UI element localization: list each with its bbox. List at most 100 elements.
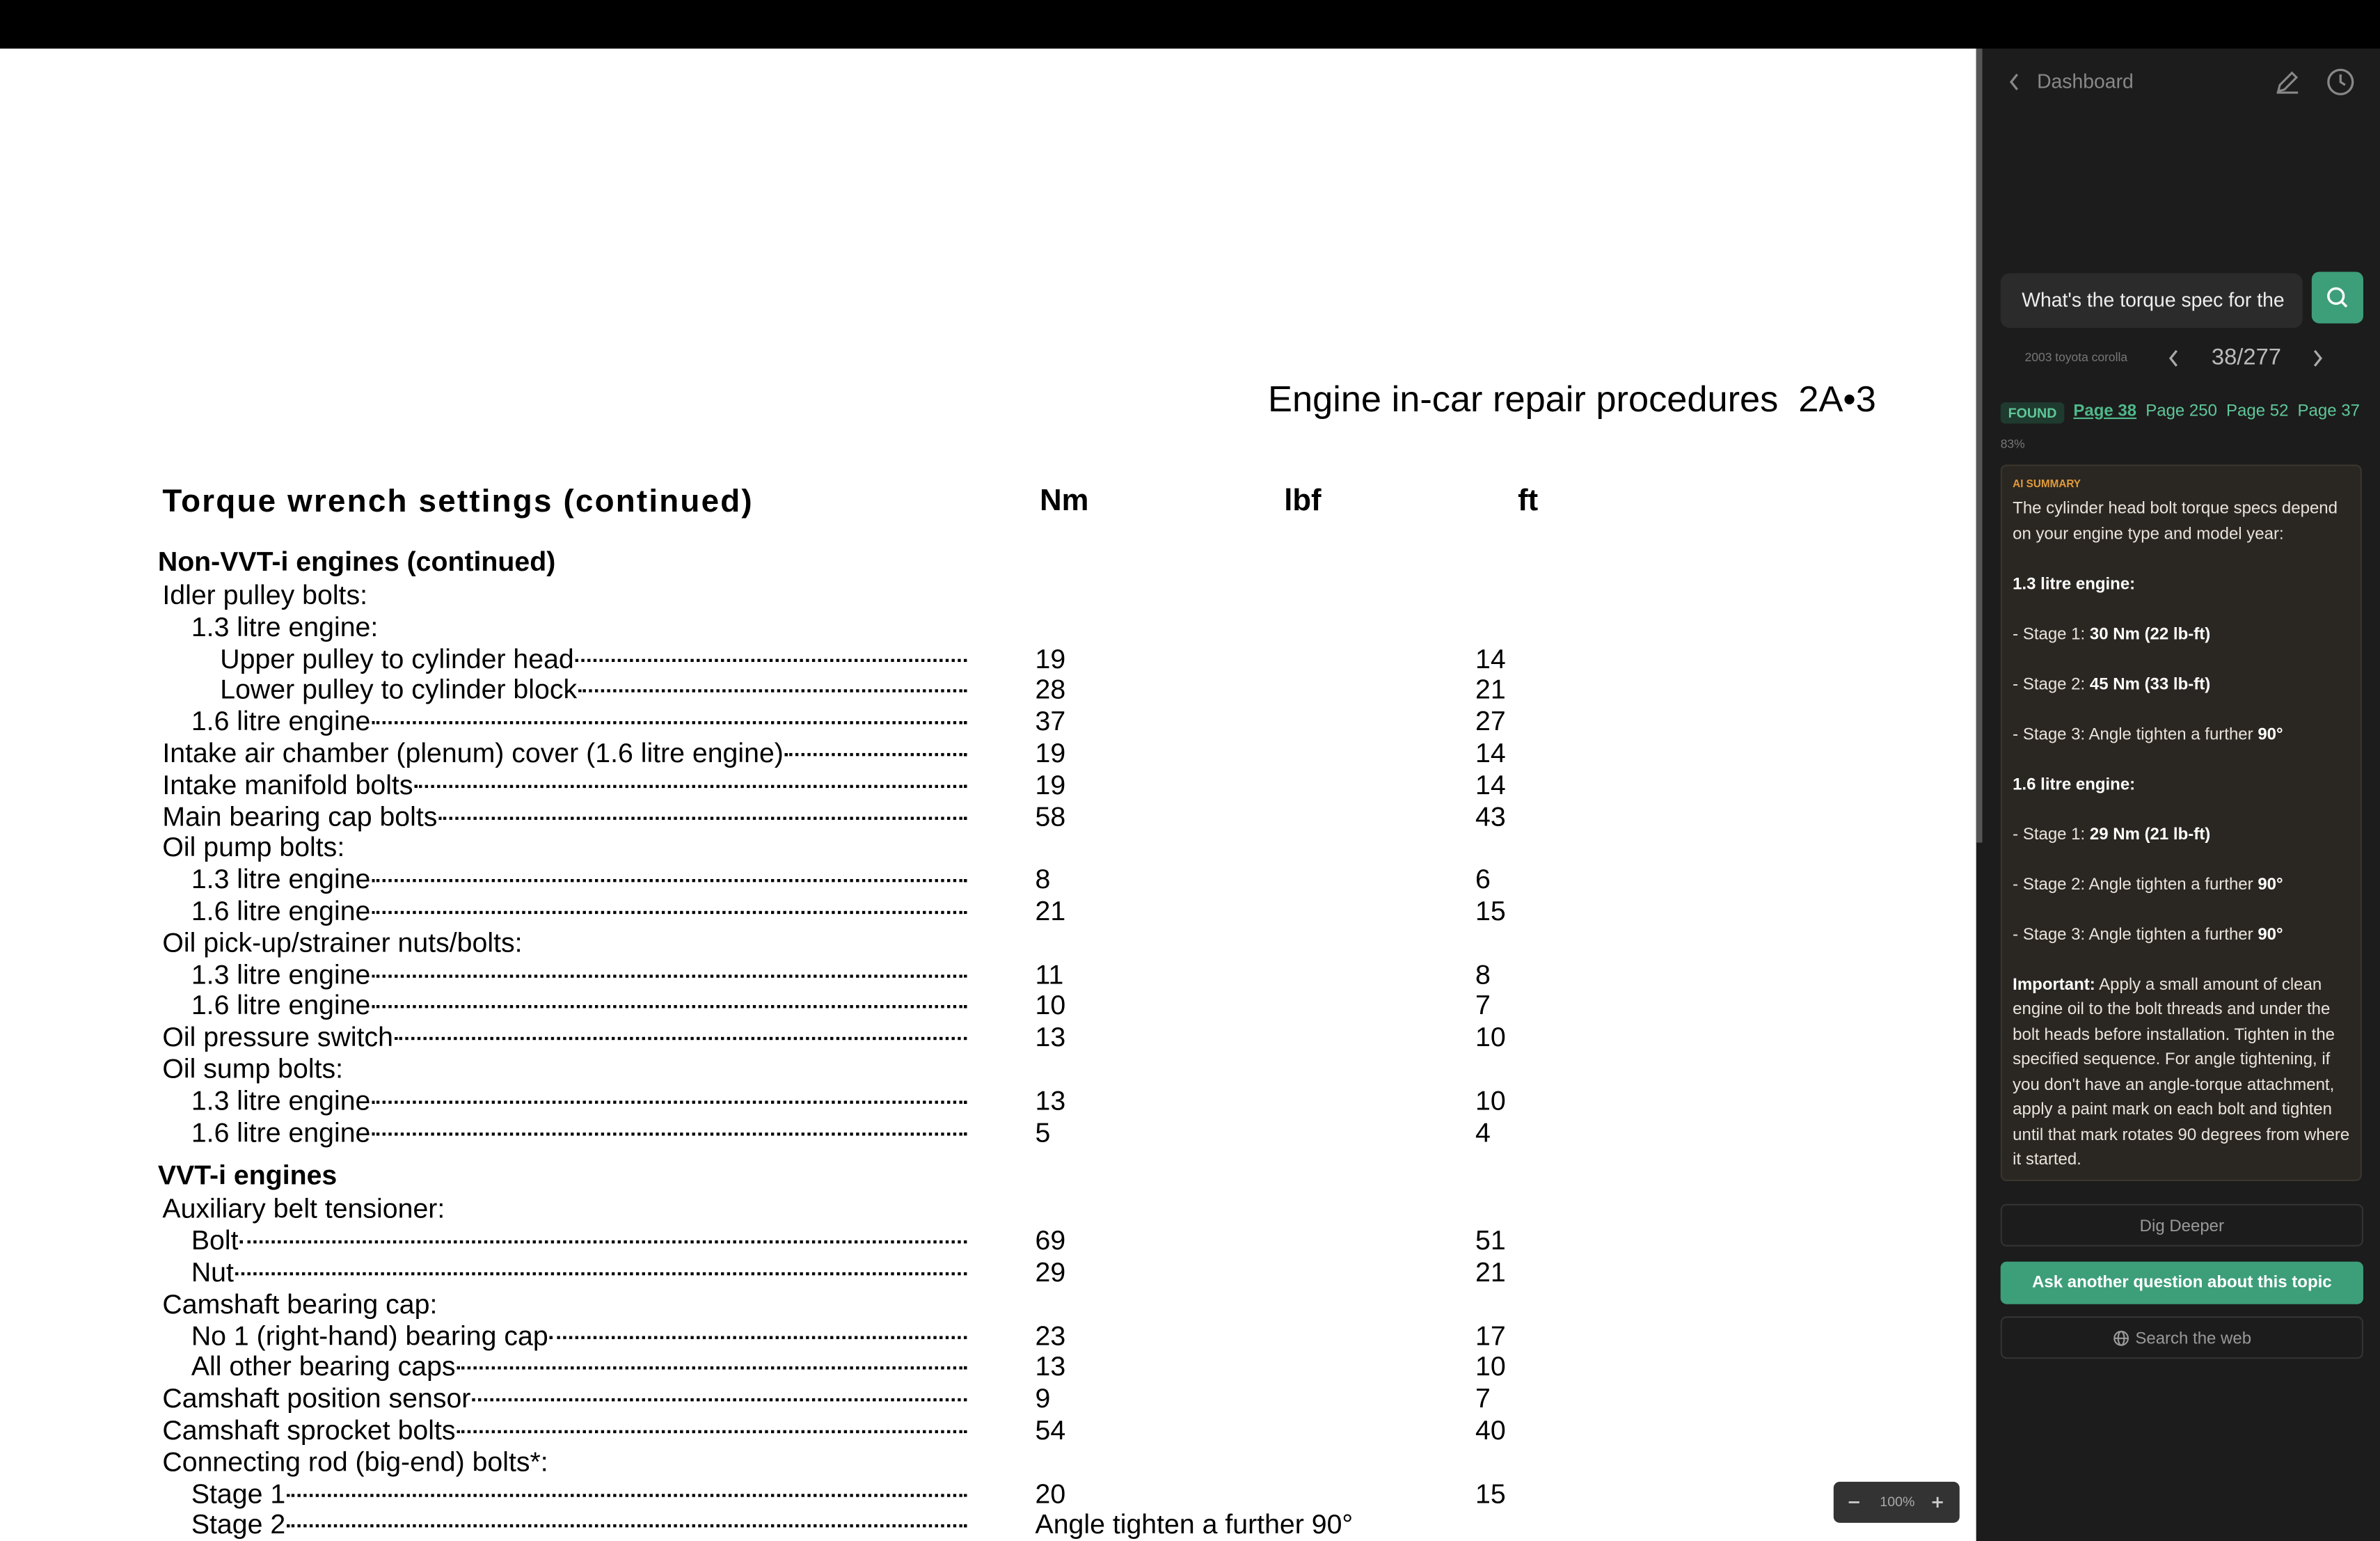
row-label-cell: 1.6 litre engine	[191, 706, 967, 738]
table-row: Camshaft position sensor 9 7	[158, 1383, 1676, 1414]
search-web-button[interactable]: Search the web	[2000, 1316, 2364, 1359]
dig-deeper-button[interactable]: Dig Deeper	[2000, 1203, 2364, 1247]
prev-page[interactable]	[2166, 348, 2181, 370]
ft-value: 40	[1475, 1414, 1506, 1446]
leader-dots	[472, 1383, 967, 1402]
found-pages: Page 38 Page 250 Page 52 Page 37	[2073, 402, 2369, 420]
row-label: Intake manifold bolts	[162, 769, 413, 800]
row-label-cell: 1.3 litre engine	[191, 864, 967, 896]
column-header: lbf	[1284, 484, 1322, 518]
summary-text: - Stage 1:	[2013, 624, 2090, 643]
document-name: 2003 toyota corolla	[2024, 350, 2128, 365]
next-page[interactable]	[2310, 348, 2326, 370]
zoom-control: 100%	[1833, 1481, 1960, 1523]
table-row: No 1 (right-hand) bearing cap 23 17	[158, 1320, 1676, 1352]
row-label: 1.6 litre engine	[191, 706, 371, 737]
table-row: 1.3 litre engine:	[158, 612, 1676, 643]
row-label: Stage 2	[191, 1509, 286, 1540]
summary-label: AI SUMMARY	[2013, 480, 2081, 491]
row-label-cell: 1.3 litre engine	[191, 1085, 967, 1116]
row-label-cell: Intake air chamber (plenum) cover (1.6 l…	[162, 738, 967, 769]
summary-paragraph: Important: Apply a small amount of clean…	[2013, 972, 2349, 1173]
row-label: Stage 1	[191, 1478, 286, 1509]
nm-value: 21	[1035, 895, 1066, 926]
row-label: No 1 (right-hand) bearing cap	[191, 1320, 548, 1351]
ft-value: 7	[1475, 1383, 1491, 1414]
ft-value: 21	[1475, 1256, 1506, 1288]
dashboard-link[interactable]: Dashboard	[2037, 70, 2134, 93]
leader-dots	[785, 738, 967, 757]
row-label-cell: 1.6 litre engine	[191, 896, 967, 927]
summary-text: - Stage 3: Angle tighten a further	[2013, 925, 2258, 944]
summary-text: - Stage 2:	[2013, 674, 2090, 693]
table-row: Oil pick-up/strainer nuts/bolts:	[158, 927, 1676, 958]
running-header: Engine in-car repair procedures 2A•3	[1268, 379, 1876, 421]
summary-paragraph: - Stage 1: 30 Nm (22 lb-ft)	[2013, 622, 2349, 647]
page-link[interactable]: Page 250	[2145, 402, 2217, 421]
table-row: Oil pump bolts:	[158, 832, 1676, 864]
nm-value: 37	[1035, 706, 1066, 737]
zoom-in[interactable]	[1929, 1494, 1946, 1510]
zoom-out[interactable]	[1846, 1494, 1862, 1510]
page-link[interactable]: Page 52	[2226, 402, 2289, 421]
ask-button[interactable]: Ask another question about this topic	[2000, 1261, 2364, 1304]
row-label-cell: Camshaft sprocket bolts	[162, 1415, 967, 1446]
row-label-cell: Idler pulley bolts:	[162, 580, 967, 611]
summary-paragraph: - Stage 1: 29 Nm (21 lb-ft)	[2013, 822, 2349, 847]
ft-value: 8	[1475, 958, 1491, 990]
summary-text: - Stage 1:	[2013, 825, 2090, 844]
table-title: Torque wrench settings (continued)	[162, 484, 754, 519]
row-label: 1.3 litre engine:	[191, 611, 379, 642]
summary-text: 1.6 litre engine:	[2013, 775, 2136, 793]
torque-table: Non-VVT-i engines (continued) Idler pulle…	[158, 535, 1676, 1541]
leader-dots	[395, 1022, 967, 1041]
row-label-cell: Upper pulley to cylinder head	[220, 643, 967, 674]
leader-dots	[457, 1415, 967, 1433]
table-row: Bolt 69 51	[158, 1226, 1676, 1257]
leader-dots	[438, 801, 967, 819]
summary-paragraph: - Stage 2: 45 Nm (33 lb-ft)	[2013, 672, 2349, 697]
nm-value: 19	[1035, 738, 1066, 768]
ft-value: 51	[1475, 1225, 1506, 1256]
search-button[interactable]	[2311, 271, 2364, 324]
nm-value: 58	[1035, 800, 1066, 832]
summary-text: Apply a small amount of clean engine oil…	[2013, 975, 2350, 1169]
row-label: All other bearing caps	[191, 1352, 456, 1382]
summary-paragraph: 1.6 litre engine:	[2013, 772, 2349, 797]
search-input[interactable]: What's the torque spec for the	[2000, 273, 2303, 329]
edit-icon[interactable]	[2274, 68, 2301, 95]
table-row: Oil pressure switch 13 10	[158, 1022, 1676, 1053]
row-label: Oil pressure switch	[162, 1022, 394, 1052]
table-row: Auxiliary belt tensioner:	[158, 1194, 1676, 1225]
ft-value: 6	[1475, 864, 1491, 895]
history-icon[interactable]	[2325, 67, 2356, 97]
leader-dots	[372, 1085, 967, 1104]
table-row: Nut 29 21	[158, 1257, 1676, 1288]
table-row: All other bearing caps 13 10	[158, 1352, 1676, 1383]
nm-value: 11	[1035, 958, 1064, 990]
ft-value: 10	[1475, 1085, 1506, 1116]
row-label-cell: 1.6 litre engine	[191, 990, 967, 1022]
leader-dots	[457, 1352, 967, 1370]
row-label-cell: Stage 2	[191, 1510, 967, 1541]
leader-dots	[372, 706, 967, 725]
page-link[interactable]: Page 38	[2073, 402, 2137, 421]
table-row: Stage 1 20 15	[158, 1478, 1676, 1510]
back-icon[interactable]	[2006, 72, 2022, 93]
row-label-cell: Oil sump bolts:	[162, 1054, 967, 1085]
row-label: Nut	[191, 1256, 234, 1288]
summary-text: 29 Nm (21 lb-ft)	[2089, 825, 2211, 844]
nm-value: 13	[1035, 1022, 1066, 1052]
table-row: 1.3 litre engine 8 6	[158, 864, 1676, 896]
row-label-cell: Bolt	[191, 1226, 967, 1257]
summary-text: - Stage 2: Angle tighten a further	[2013, 875, 2258, 894]
nm-value: 19	[1035, 769, 1066, 800]
leader-dots	[372, 990, 967, 1009]
page-link[interactable]: Page 37	[2297, 402, 2360, 421]
row-label-cell: Oil pump bolts:	[162, 832, 967, 864]
table-row: Intake air chamber (plenum) cover (1.6 l…	[158, 738, 1676, 769]
table-row: 1.3 litre engine 13 10	[158, 1085, 1676, 1116]
row-label: Connecting rod (big-end) bolts*:	[162, 1446, 548, 1477]
nm-value: 8	[1035, 864, 1051, 895]
